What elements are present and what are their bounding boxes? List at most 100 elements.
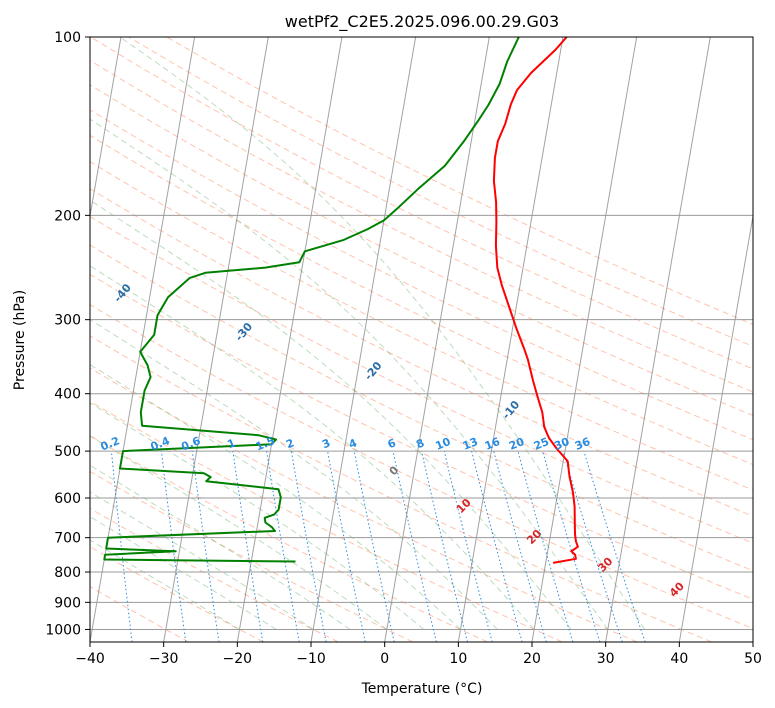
- moist-adiabat-label: 0: [387, 463, 402, 478]
- mixing-ratio-line: [353, 451, 395, 642]
- y-tick-label: 700: [54, 531, 81, 547]
- chart-title: wetPf2_C2E5.2025.096.00.29.G03: [285, 12, 559, 32]
- y-tick-label: 400: [54, 387, 81, 403]
- moist-adiabat-line: [119, 37, 646, 630]
- dry-adiabat-label: -20: [362, 359, 385, 383]
- mixing-ratio-label: 16: [483, 435, 502, 453]
- background-lines: [90, 37, 753, 642]
- dry-adiabat-line: [166, 37, 753, 325]
- dry-adiabat-label: -10: [500, 398, 523, 422]
- mixing-ratio-line: [327, 451, 366, 642]
- dry-adiabat-line: [90, 335, 712, 642]
- mixing-ratio-line: [443, 450, 493, 642]
- moist-adiabat-line: [90, 464, 351, 630]
- moist-adiabat-label: 40: [667, 579, 687, 599]
- x-tick-label: −40: [75, 651, 105, 667]
- y-tick-label: 100: [54, 30, 81, 46]
- mixing-ratio-label: 4: [347, 436, 359, 451]
- moist-adiabat-line: [90, 435, 388, 630]
- mixing-ratio-line: [471, 450, 523, 642]
- y-tick-label: 600: [54, 491, 81, 507]
- mixing-ratio-line: [562, 450, 623, 642]
- moist-adiabat-line: [90, 265, 535, 630]
- dry-adiabat-line: [90, 161, 753, 491]
- y-axis-title: Pressure (hPa): [12, 290, 28, 390]
- moist-adiabat-line: [90, 539, 240, 630]
- isotherm-line: [531, 37, 638, 642]
- dry-adiabat-line: [90, 546, 264, 642]
- dry-adiabat-line: [90, 244, 753, 572]
- dry-adiabat-line: [128, 37, 753, 347]
- mixing-ratio-label: 8: [414, 436, 426, 451]
- x-axis-title: Temperature (°C): [361, 681, 483, 697]
- isotherm-line: [605, 37, 711, 642]
- isotherm-line: [90, 37, 122, 219]
- x-tick-label: 0: [380, 651, 389, 667]
- mixing-ratio-line: [290, 451, 327, 642]
- dry-adiabat-line: [90, 435, 488, 642]
- isotherm-line: [310, 37, 417, 642]
- isotherm-line: [678, 213, 753, 642]
- dry-adiabat-line: [90, 188, 753, 517]
- mixing-ratio-line: [542, 450, 601, 642]
- mixing-ratio-line: [266, 451, 300, 642]
- mixing-ratio-line: [517, 450, 574, 642]
- moist-adiabat-line: [90, 118, 609, 630]
- dry-adiabat-label: -40: [111, 281, 134, 305]
- dry-adiabat-label: -50: [0, 242, 21, 266]
- isotherm-line: [236, 37, 343, 642]
- mixing-ratio-label: 1: [226, 436, 238, 451]
- axes: −40 −30 −20 −10 0 10 20 30 40 5010020030040050060…: [45, 30, 762, 667]
- mixing-ratio-label: 13: [461, 435, 480, 453]
- moist-adiabat-line: [90, 319, 498, 630]
- x-tick-label: 20: [523, 651, 541, 667]
- moist-adiabat-line: [90, 364, 461, 630]
- dry-adiabat-line: [90, 273, 753, 600]
- y-tick-label: 500: [54, 444, 81, 460]
- temperature-profile-line: [492, 37, 579, 564]
- mixing-ratio-line: [421, 450, 468, 642]
- isotherm-line: [384, 37, 490, 642]
- mixing-ratio-label: 3: [320, 436, 332, 451]
- plot-frame: [89, 36, 754, 643]
- y-tick-label: 200: [54, 208, 81, 224]
- moist-adiabat-label: 20: [524, 527, 544, 547]
- mixing-ratio-line: [160, 451, 187, 642]
- y-tick-label: 1000: [45, 622, 81, 638]
- mixing-ratio-line: [232, 451, 264, 642]
- x-tick-label: −10: [296, 651, 326, 667]
- dry-adiabat-line: [90, 304, 753, 630]
- series-layer: [103, 37, 579, 564]
- dry-adiabat-line: [90, 109, 753, 441]
- dry-adiabat-line: [90, 367, 638, 642]
- y-tick-label: 800: [54, 565, 81, 581]
- dry-adiabat-line: [90, 84, 753, 417]
- dry-adiabat-line: [90, 470, 414, 642]
- moist-adiabat-line: [90, 199, 572, 630]
- x-tick-label: 40: [670, 651, 688, 667]
- moist-adiabat-line: [90, 491, 314, 630]
- isotherm-line: [163, 37, 269, 642]
- dry-adiabat-line: [90, 507, 339, 642]
- dry-adiabat-line: [90, 134, 753, 466]
- mixing-ratio-label: 20: [507, 435, 526, 453]
- mixing-ratio-label: 25: [532, 435, 551, 453]
- isotherm-line: [457, 37, 564, 642]
- mixing-ratio-line: [191, 451, 220, 642]
- dry-adiabat-line: [90, 400, 563, 642]
- mixing-ratio-label: 30: [552, 435, 571, 453]
- mixing-ratio-line: [583, 450, 646, 642]
- x-tick-label: 30: [597, 651, 615, 667]
- mixing-ratio-line: [493, 450, 547, 642]
- x-tick-label: 10: [449, 651, 467, 667]
- mixing-ratio-label: 6: [386, 436, 398, 451]
- moist-adiabat-line: [90, 516, 277, 630]
- dewpoint-profile-line: [103, 37, 520, 563]
- mixing-ratio-label: 10: [433, 435, 452, 453]
- y-tick-label: 900: [54, 595, 81, 611]
- mixing-ratio-label: 36: [573, 435, 592, 453]
- x-tick-label: −30: [149, 651, 179, 667]
- dry-adiabat-line: [90, 215, 753, 544]
- dry-adiabat-label: -30: [233, 320, 256, 344]
